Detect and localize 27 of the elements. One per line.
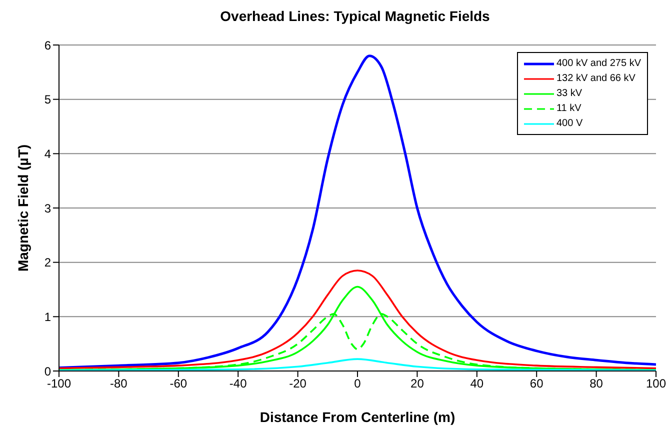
legend-label: 11 kV [556,103,582,114]
x-tick-label: -80 [110,376,128,391]
x-tick-label: 80 [590,376,604,391]
x-tick-label: 60 [530,376,544,391]
x-tick-label: -100 [46,376,72,391]
x-tick-label: 100 [646,376,666,391]
y-tick-label: 3 [44,201,52,216]
x-tick-label: 0 [354,376,362,391]
x-tick-label: -40 [229,376,248,391]
y-tick-label: 2 [44,256,52,270]
y-axis-title: Magnetic Field (µT) [14,144,31,272]
legend-label: 132 kV and 66 kV [556,73,636,84]
legend-label: 33 kV [556,88,582,99]
y-tick-label: 1 [44,310,52,324]
y-tick-label: 0 [44,364,52,378]
line-series [59,54,656,369]
x-tick-label: -20 [289,376,307,391]
legend-label: 400 kV and 275 kV [556,58,641,69]
x-tick-label: 20 [410,376,424,391]
y-tick-label: 6 [44,38,52,52]
y-tick-label: 4 [44,146,52,161]
y-tick-label: 5 [44,92,52,107]
x-axis-title: Distance From Centerline (m) [260,409,456,425]
chart-title: Overhead Lines: Typical Magnetic Fields [219,8,491,24]
legend-label: 400 V [556,118,583,129]
x-tick-label: 40 [470,376,484,391]
x-tick-label: -60 [170,376,188,391]
